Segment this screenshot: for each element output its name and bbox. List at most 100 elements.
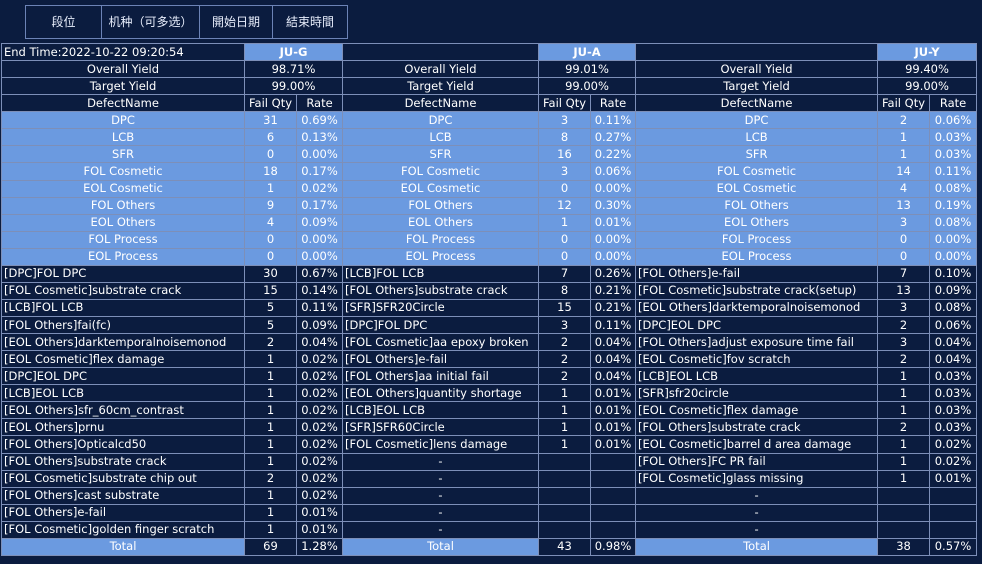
fail-qty-header: Fail Qty <box>877 94 931 113</box>
total-rate: 1.28% <box>296 537 343 557</box>
tab-start-date[interactable]: 開始日期 <box>200 6 273 38</box>
detail-defect-name: [FOL Others]fai(fc) <box>1 315 245 335</box>
detail-defect-name: [FOL Others]FC PR fail <box>635 452 879 471</box>
overall-yield-row: Overall Yield 98.71% Overall Yield 99.01% Ov… <box>1 60 978 79</box>
detail-fail-qty: 1 <box>538 435 591 454</box>
summary-rate: 0.00% <box>296 230 343 249</box>
summary-fail-qty: 9 <box>244 196 297 215</box>
detail-fail-qty <box>538 503 591 522</box>
summary-rate: 0.03% <box>929 145 978 164</box>
summary-row: EOL Others 4 0.09% EOL Others 1 0.01% EOL Othe… <box>1 213 978 232</box>
detail-defect-name: [SFR]SFR20Circle <box>342 298 539 318</box>
detail-rate: 0.02% <box>296 469 343 488</box>
summary-defect-name: SFR <box>342 145 539 164</box>
detail-rate <box>589 520 637 539</box>
detail-defect-name: [FOL Others]e-fail <box>635 264 879 283</box>
detail-fail-qty <box>538 469 591 488</box>
total-label: Total <box>342 537 539 557</box>
summary-fail-qty: 12 <box>538 196 591 215</box>
summary-defect-name: EOL Cosmetic <box>1 179 245 198</box>
summary-fail-qty: 13 <box>877 196 931 215</box>
detail-fail-qty: 1 <box>244 486 297 505</box>
summary-fail-qty: 0 <box>244 230 297 249</box>
summary-defect-name: LCB <box>635 128 879 147</box>
detail-fail-qty: 3 <box>877 333 931 352</box>
detail-defect-name: [EOL Others]darktemporalnoisemonod <box>635 298 879 318</box>
summary-fail-qty: 0 <box>244 247 297 266</box>
detail-rate: 0.03% <box>929 418 978 437</box>
detail-defect-name: - <box>342 469 539 488</box>
detail-fail-qty: 1 <box>244 520 297 539</box>
detail-defect-name: [FOL Others]adjust exposure time fail <box>635 333 879 352</box>
tab-end-time[interactable]: 結束時間 <box>285 15 334 29</box>
summary-defect-name: FOL Process <box>342 230 539 249</box>
summary-rate: 0.17% <box>296 196 343 215</box>
detail-rate: 0.02% <box>296 486 343 505</box>
summary-defect-name: EOL Process <box>342 247 539 266</box>
detail-rate: 0.21% <box>589 281 637 300</box>
summary-fail-qty: 14 <box>877 162 931 181</box>
detail-fail-qty: 7 <box>877 264 931 283</box>
summary-rate: 0.08% <box>929 213 978 232</box>
summary-rate: 0.11% <box>929 162 978 181</box>
detail-fail-qty: 13 <box>877 281 931 300</box>
detail-fail-qty: 1 <box>244 401 297 420</box>
tab-model-multiselect[interactable]: 机种（可多选） <box>102 6 200 38</box>
summary-fail-qty: 3 <box>538 111 591 130</box>
fail-qty-header: Fail Qty <box>244 94 297 113</box>
target-yield-value: 99.00% <box>877 77 978 96</box>
detail-fail-qty: 1 <box>244 503 297 522</box>
detail-defect-name: [EOL Cosmetic]fov scratch <box>635 350 879 369</box>
summary-fail-qty: 3 <box>538 162 591 181</box>
summary-fail-qty: 1 <box>538 213 591 232</box>
detail-rate: 0.01% <box>929 469 978 488</box>
tab-segment[interactable]: 段位 <box>26 6 102 38</box>
detail-defect-name: [FOL Cosmetic]substrate crack(setup) <box>635 281 879 300</box>
target-yield-label: Target Yield <box>342 77 539 96</box>
detail-defect-name: [LCB]EOL LCB <box>635 367 879 386</box>
detail-defect-name: [EOL Cosmetic]barrel d area damage <box>635 435 879 454</box>
end-time-label: End Time:2022-10-22 09:20:54 <box>1 42 245 62</box>
detail-rate <box>589 503 637 522</box>
summary-row: FOL Process 0 0.00% FOL Process 0 0.00% FOL Pr… <box>1 230 978 249</box>
detail-defect-name: [DPC]EOL DPC <box>1 367 245 386</box>
detail-defect-name: [EOL Others]quantity shortage <box>342 384 539 403</box>
detail-rate: 0.02% <box>296 401 343 420</box>
detail-fail-qty: 2 <box>877 350 931 369</box>
detail-defect-name: [EOL Others]prnu <box>1 418 245 437</box>
detail-defect-name: - <box>342 452 539 471</box>
detail-rate: 0.03% <box>929 367 978 386</box>
detail-defect-name: [LCB]EOL LCB <box>1 384 245 403</box>
detail-defect-name: [FOL Others]substrate crack <box>635 418 879 437</box>
summary-defect-name: FOL Process <box>1 230 245 249</box>
detail-rate <box>589 452 637 471</box>
column-header-row: DefectName Fail Qty Rate DefectName Fail Qty… <box>1 94 978 113</box>
detail-rate: 0.04% <box>929 350 978 369</box>
summary-rate: 0.00% <box>589 247 637 266</box>
detail-fail-qty: 1 <box>244 435 297 454</box>
summary-defect-name: FOL Cosmetic <box>1 162 245 181</box>
group-header-row: End Time:2022-10-22 09:20:54 JU-G JU-A JU-Y <box>1 42 978 62</box>
detail-fail-qty: 1 <box>538 401 591 420</box>
detail-defect-name: - <box>342 486 539 505</box>
target-yield-label: Target Yield <box>635 77 879 96</box>
detail-rate: 0.10% <box>929 264 978 283</box>
detail-rate: 0.11% <box>296 298 343 318</box>
summary-fail-qty: 0 <box>877 247 931 266</box>
detail-rate: 0.04% <box>929 333 978 352</box>
detail-fail-qty: 5 <box>244 315 297 335</box>
defect-name-header: DefectName <box>342 94 539 113</box>
detail-defect-name: - <box>342 503 539 522</box>
detail-rate: 0.06% <box>929 315 978 335</box>
summary-defect-name: EOL Process <box>635 247 879 266</box>
summary-rate: 0.22% <box>589 145 637 164</box>
detail-defect-name: [DPC]FOL DPC <box>1 264 245 283</box>
detail-rate: 0.14% <box>296 281 343 300</box>
detail-rate: 0.09% <box>929 281 978 300</box>
summary-row: FOL Cosmetic 18 0.17% FOL Cosmetic 3 0.06% FOL… <box>1 162 978 181</box>
detail-fail-qty: 1 <box>877 401 931 420</box>
summary-rate: 0.17% <box>296 162 343 181</box>
summary-defect-name: SFR <box>635 145 879 164</box>
group-name-ju-a: JU-A <box>537 42 637 62</box>
summary-defect-name: EOL Others <box>342 213 539 232</box>
